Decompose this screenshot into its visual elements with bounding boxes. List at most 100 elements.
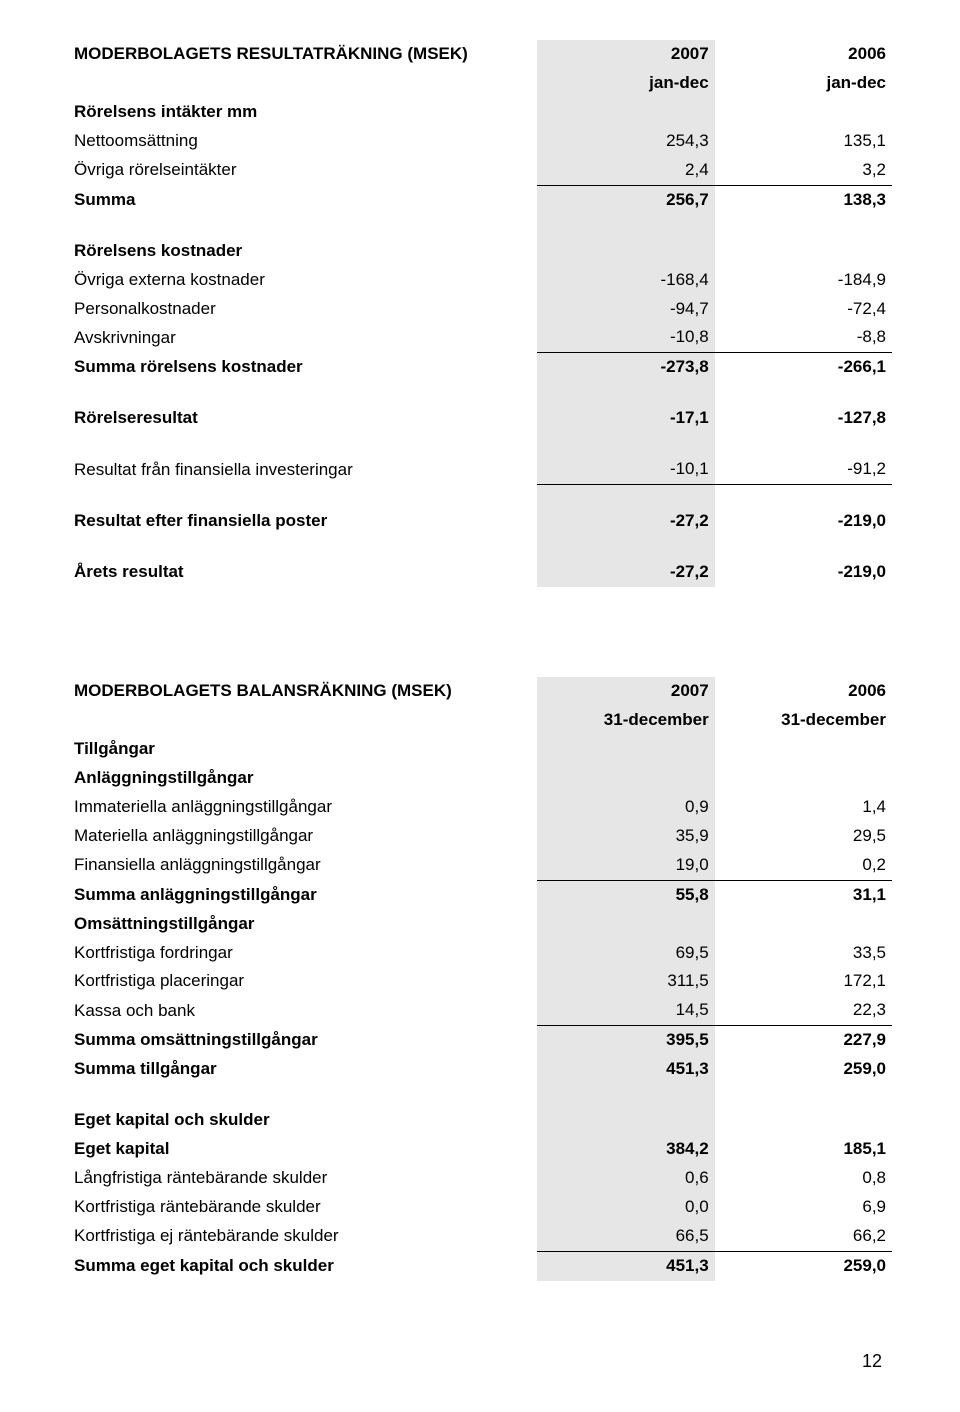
row-label: Personalkostnader xyxy=(68,295,537,324)
row-value: 0,9 xyxy=(537,793,714,822)
table-row: Immateriella anläggningstillgångar 0,9 1… xyxy=(68,793,892,822)
income-year-2: 2006 xyxy=(715,40,892,69)
total-assets: Summa tillgångar 451,3 259,0 xyxy=(68,1055,892,1084)
table-row: Övriga externa kostnader -168,4 -184,9 xyxy=(68,266,892,295)
income-sum-1: Summa 256,7 138,3 xyxy=(68,185,892,214)
financial-investments: Resultat från finansiella investeringar … xyxy=(68,455,892,484)
row-label: Övriga externa kostnader xyxy=(68,266,537,295)
row-label: Kortfristiga räntebärande skulder xyxy=(68,1193,537,1222)
row-label: Tillgångar xyxy=(68,735,537,764)
row-value: 395,5 xyxy=(537,1026,714,1055)
balance-date-1: 31-december xyxy=(537,706,714,735)
table-row: Kortfristiga fordringar 69,5 33,5 xyxy=(68,939,892,968)
row-label: Nettoomsättning xyxy=(68,127,537,156)
row-value: 2,4 xyxy=(537,156,714,185)
row-value: 256,7 xyxy=(537,185,714,214)
row-value: -184,9 xyxy=(715,266,892,295)
row-label: Resultat från finansiella investeringar xyxy=(68,455,537,484)
row-value: 0,8 xyxy=(715,1164,892,1193)
balance-date-row: 31-december 31-december xyxy=(68,706,892,735)
row-value: -10,8 xyxy=(537,323,714,352)
table-row: Kortfristiga ej räntebärande skulder 66,… xyxy=(68,1222,892,1251)
row-value: -94,7 xyxy=(537,295,714,324)
income-period-1: jan-dec xyxy=(537,69,714,98)
row-label: Kortfristiga fordringar xyxy=(68,939,537,968)
spacer xyxy=(68,536,892,558)
table-row: Avskrivningar -10,8 -8,8 xyxy=(68,323,892,352)
balance-title: MODERBOLAGETS BALANSRÄKNING (MSEK) xyxy=(68,677,537,706)
income-sum-2: Summa rörelsens kostnader -273,8 -266,1 xyxy=(68,353,892,382)
balance-year-1: 2007 xyxy=(537,677,714,706)
row-value: -168,4 xyxy=(537,266,714,295)
row-value: -273,8 xyxy=(537,353,714,382)
income-period-2: jan-dec xyxy=(715,69,892,98)
page-container: MODERBOLAGETS RESULTATRÄKNING (MSEK) 200… xyxy=(0,0,960,1412)
row-value: 22,3 xyxy=(715,996,892,1025)
row-value: 66,2 xyxy=(715,1222,892,1251)
income-statement-table: MODERBOLAGETS RESULTATRÄKNING (MSEK) 200… xyxy=(68,40,892,587)
row-value: -72,4 xyxy=(715,295,892,324)
row-label: Eget kapital och skulder xyxy=(68,1106,537,1135)
row-label: Långfristiga räntebärande skulder xyxy=(68,1164,537,1193)
section-operating-income: Rörelsens intäkter mm xyxy=(68,98,537,127)
row-value: 451,3 xyxy=(537,1055,714,1084)
row-label: Kortfristiga ej räntebärande skulder xyxy=(68,1222,537,1251)
table-row: Materiella anläggningstillgångar 35,9 29… xyxy=(68,822,892,851)
table-row: Övriga rörelseintäkter 2,4 3,2 xyxy=(68,156,892,185)
row-value: 311,5 xyxy=(537,967,714,996)
row-label: Kortfristiga placeringar xyxy=(68,967,537,996)
row-label: Summa omsättningstillgångar xyxy=(68,1026,537,1055)
result-after-financial: Resultat efter finansiella poster -27,2 … xyxy=(68,507,892,536)
row-label: Summa xyxy=(68,185,537,214)
row-value: 55,8 xyxy=(537,880,714,909)
row-label: Materiella anläggningstillgångar xyxy=(68,822,537,851)
balance-date-2: 31-december xyxy=(715,706,892,735)
row-label: Resultat efter finansiella poster xyxy=(68,507,537,536)
row-value: -91,2 xyxy=(715,455,892,484)
equity-liabilities-header: Eget kapital och skulder xyxy=(68,1106,892,1135)
income-section-2: Rörelsens kostnader xyxy=(68,237,892,266)
row-value: 14,5 xyxy=(537,996,714,1025)
row-value: 185,1 xyxy=(715,1135,892,1164)
year-result: Årets resultat -27,2 -219,0 xyxy=(68,558,892,587)
row-value: 451,3 xyxy=(537,1251,714,1280)
spacer xyxy=(68,215,892,237)
row-value: 6,9 xyxy=(715,1193,892,1222)
row-value: 69,5 xyxy=(537,939,714,968)
row-label: Summa anläggningstillgångar xyxy=(68,880,537,909)
row-value: -127,8 xyxy=(715,404,892,433)
income-title: MODERBOLAGETS RESULTATRÄKNING (MSEK) xyxy=(68,40,537,69)
row-value: 138,3 xyxy=(715,185,892,214)
row-value: -266,1 xyxy=(715,353,892,382)
row-label: Summa tillgångar xyxy=(68,1055,537,1084)
spacer xyxy=(68,433,892,455)
row-value: 35,9 xyxy=(537,822,714,851)
table-row: Långfristiga räntebärande skulder 0,6 0,… xyxy=(68,1164,892,1193)
fixed-assets-header: Anläggningstillgångar xyxy=(68,764,892,793)
row-value: 384,2 xyxy=(537,1135,714,1164)
row-value: 66,5 xyxy=(537,1222,714,1251)
row-label: Summa eget kapital och skulder xyxy=(68,1251,537,1280)
table-row: Kortfristiga räntebärande skulder 0,0 6,… xyxy=(68,1193,892,1222)
row-value: 259,0 xyxy=(715,1055,892,1084)
row-value: -219,0 xyxy=(715,558,892,587)
row-label: Kassa och bank xyxy=(68,996,537,1025)
row-value: -27,2 xyxy=(537,507,714,536)
row-value: 0,2 xyxy=(715,851,892,880)
table-gap xyxy=(68,587,892,677)
fixed-assets-sum: Summa anläggningstillgångar 55,8 31,1 xyxy=(68,880,892,909)
row-value: 29,5 xyxy=(715,822,892,851)
section-operating-costs: Rörelsens kostnader xyxy=(68,237,537,266)
row-label: Övriga rörelseintäkter xyxy=(68,156,537,185)
row-label: Avskrivningar xyxy=(68,323,537,352)
income-year-1: 2007 xyxy=(537,40,714,69)
operating-result: Rörelseresultat -17,1 -127,8 xyxy=(68,404,892,433)
row-value: 3,2 xyxy=(715,156,892,185)
total-equity-liabilities: Summa eget kapital och skulder 451,3 259… xyxy=(68,1251,892,1280)
row-value: -17,1 xyxy=(537,404,714,433)
row-label: Immateriella anläggningstillgångar xyxy=(68,793,537,822)
row-value: 0,0 xyxy=(537,1193,714,1222)
page-number: 12 xyxy=(68,1281,892,1372)
row-value: 19,0 xyxy=(537,851,714,880)
row-label: Rörelseresultat xyxy=(68,404,537,433)
